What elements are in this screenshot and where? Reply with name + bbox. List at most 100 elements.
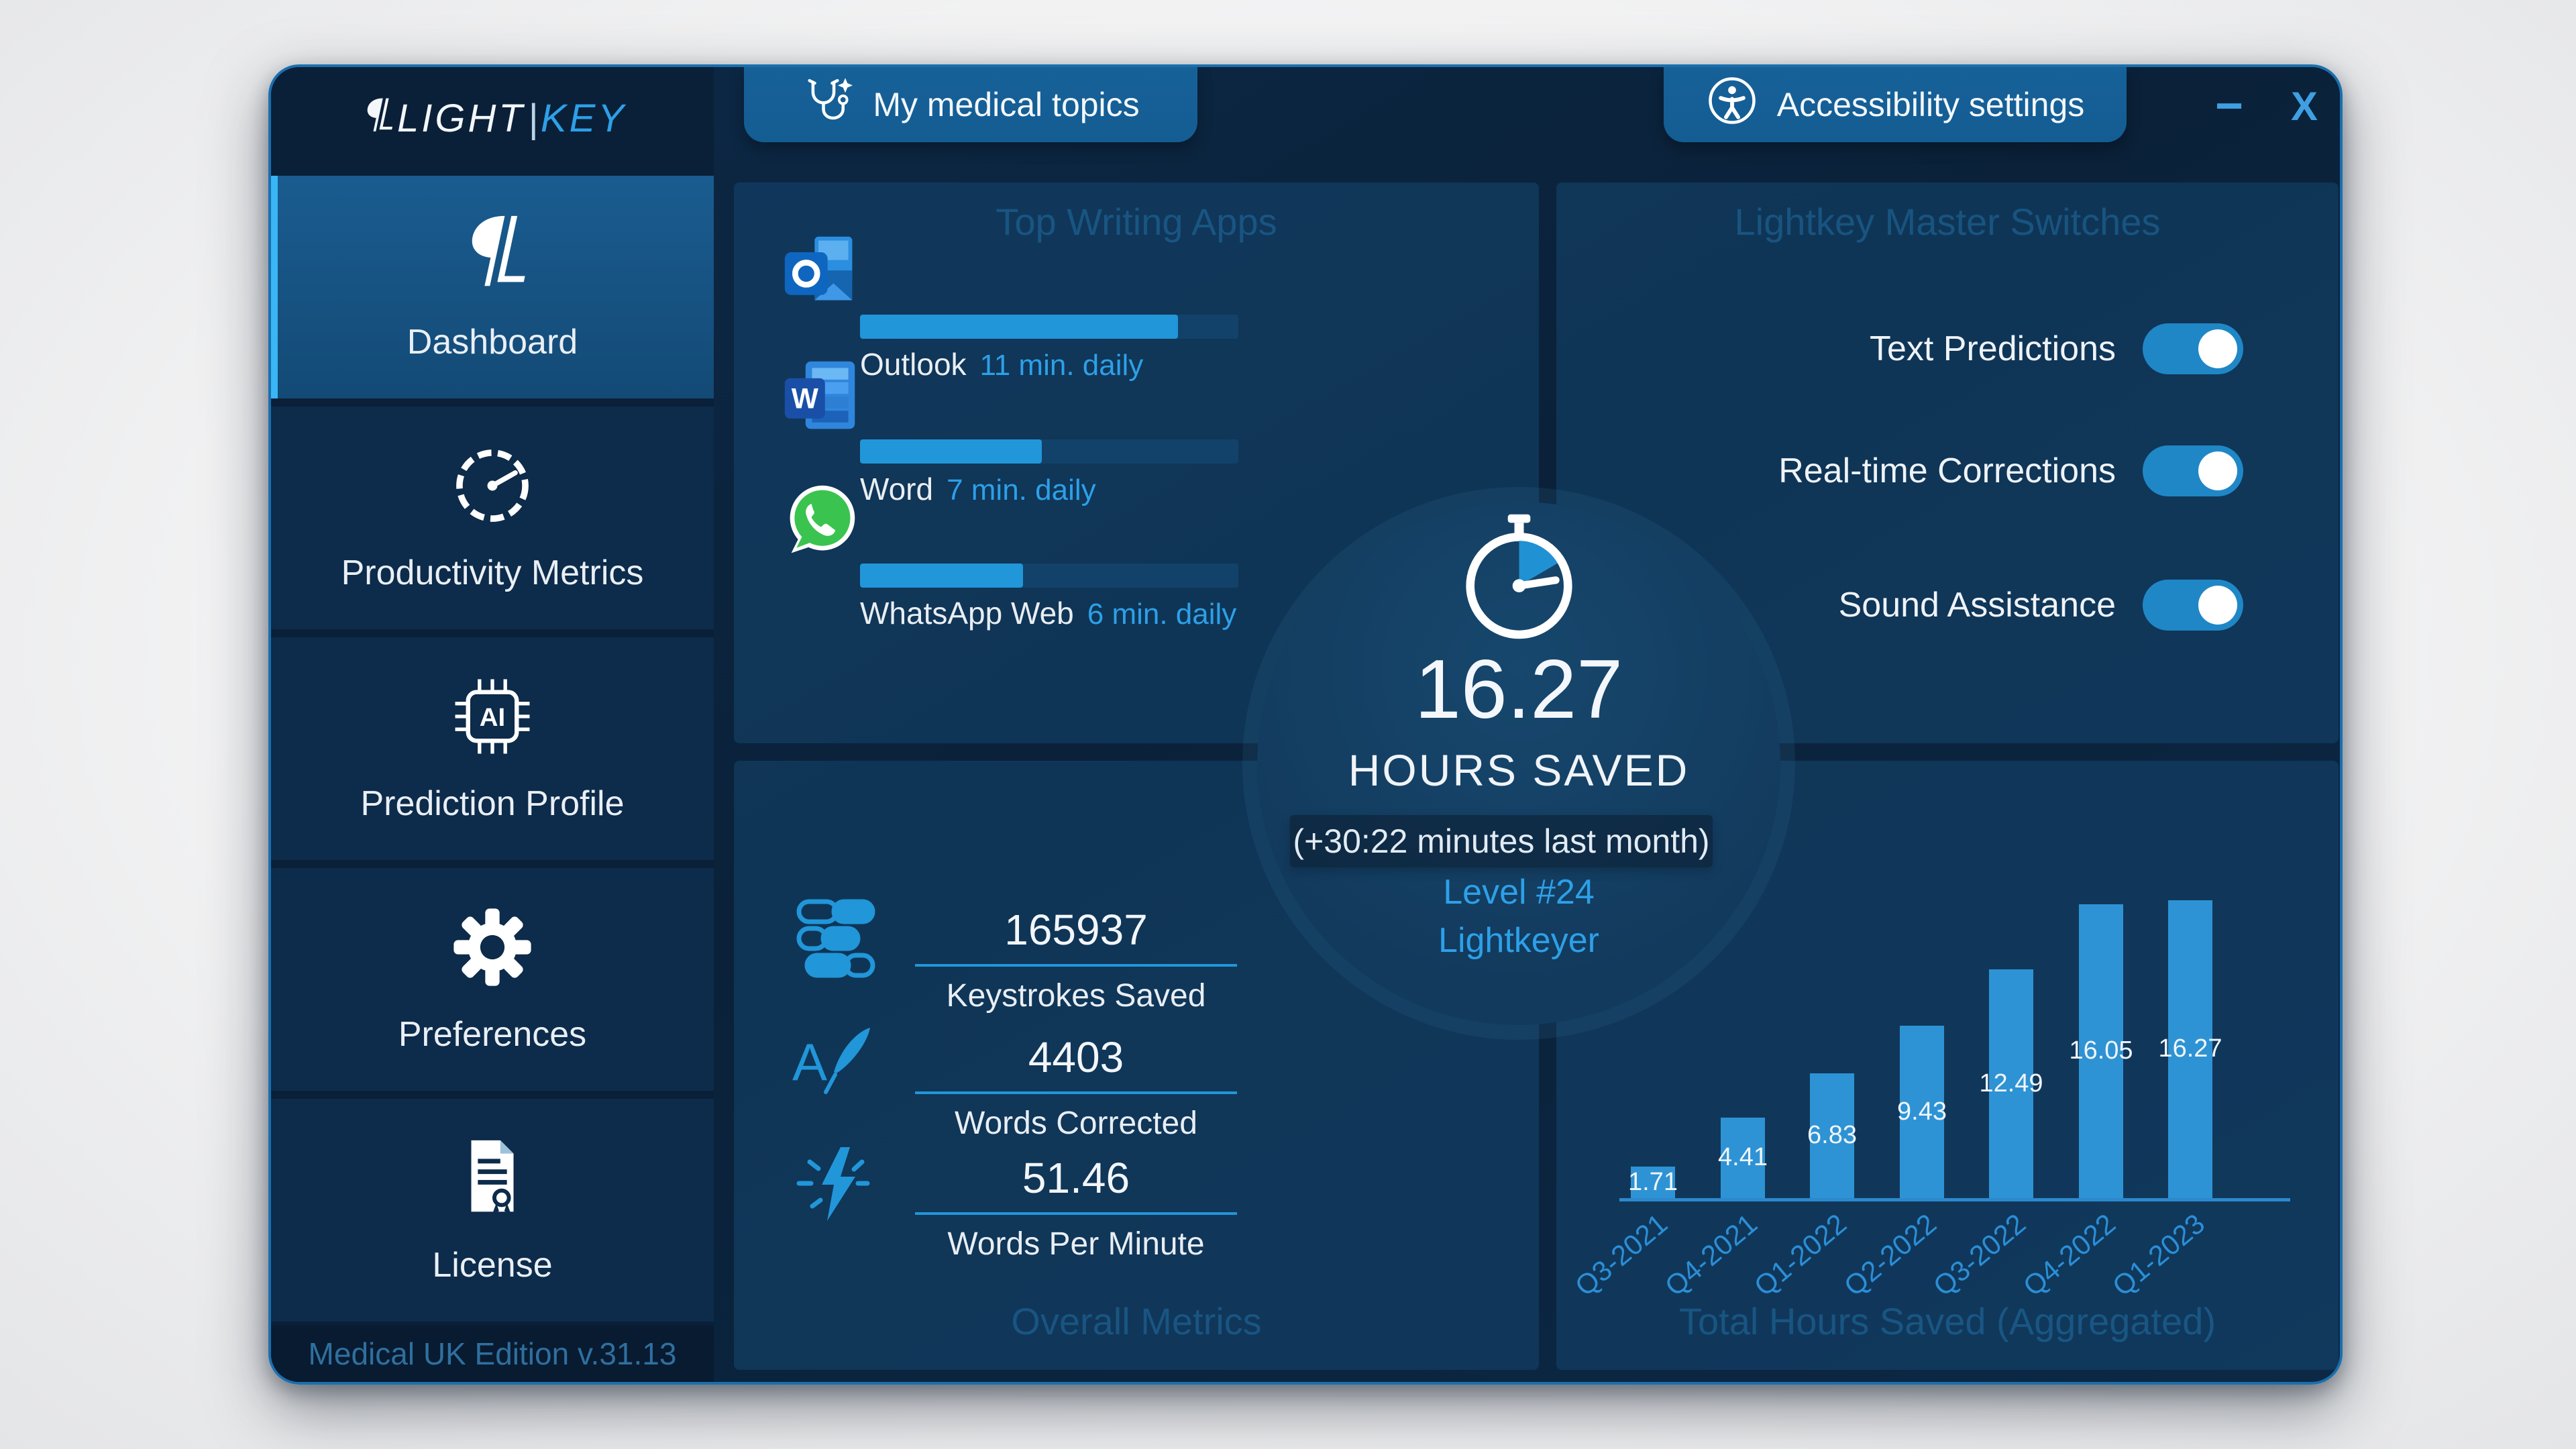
app-usage: 11 min. daily: [979, 349, 1144, 382]
chart-bar: 16.27: [2158, 900, 2222, 1198]
panel-title: Lightkey Master Switches: [1734, 201, 2161, 243]
text-predictions-toggle[interactable]: [2143, 323, 2243, 374]
whatsapp-usage-fill: [860, 564, 1023, 588]
panel-title: Top Writing Apps: [996, 201, 1277, 243]
lightkey-logo-icon: [358, 96, 397, 141]
chart-tick-label: Q4-2022: [2017, 1208, 2122, 1303]
metric-label: Keystrokes Saved: [946, 978, 1206, 1014]
quill-icon: A: [792, 1021, 879, 1108]
edition-version-label: Medical UK Edition v.31.13: [271, 1326, 714, 1382]
bar-value-label: 6.83: [1807, 1121, 1857, 1150]
level-label: Level #24: [1443, 873, 1595, 912]
metric-value: 4403: [915, 1032, 1237, 1094]
minimize-button[interactable]: −: [2214, 79, 2244, 133]
hours-saved-label: HOURS SAVED: [1348, 745, 1690, 795]
panel-title: Overall Metrics: [1011, 1300, 1262, 1342]
metric-label: Words Corrected: [955, 1106, 1197, 1141]
bar-value-label: 4.41: [1718, 1143, 1768, 1172]
chart-bar: 4.41: [1718, 1117, 1768, 1198]
lightkey-pilcrow-icon: [449, 212, 535, 298]
accessibility-settings-label: Accessibility settings: [1776, 86, 2085, 123]
panel-title: Total Hours Saved (Aggregated): [1679, 1300, 2216, 1342]
sidebar-item-license[interactable]: License: [271, 1099, 714, 1322]
outlook-usage-bar: [860, 315, 1238, 339]
app-name: WhatsApp Web: [860, 596, 1074, 631]
chart-bar: 6.83: [1807, 1073, 1857, 1198]
stopwatch-icon: [1257, 513, 1780, 644]
sound-assistance-toggle[interactable]: [2143, 580, 2243, 631]
app-usage: 6 min. daily: [1087, 598, 1237, 631]
sidebar-item-label: Prediction Profile: [360, 784, 625, 823]
sidebar-item-preferences[interactable]: Preferences: [271, 868, 714, 1091]
lightning-icon: [792, 1142, 879, 1229]
text-predictions-label: Text Predictions: [1869, 329, 2116, 368]
sidebar-item-prediction-profile[interactable]: AI Prediction Profile: [271, 637, 714, 860]
rank-label: Lightkeyer: [1438, 921, 1599, 960]
chart-tick-label: Q4-2021: [1658, 1208, 1764, 1303]
chart-tick-label: Q3-2022: [1927, 1208, 2032, 1303]
sidebar-item-productivity-metrics[interactable]: Productivity Metrics: [271, 407, 714, 629]
word-row-label: Word 7 min. daily: [860, 471, 1096, 507]
whatsapp-usage-bar: [860, 564, 1238, 588]
app-usage: 7 min. daily: [947, 474, 1096, 506]
close-button[interactable]: X: [2290, 83, 2318, 129]
bar-value-label: 16.27: [2158, 1034, 2222, 1063]
gear-icon: [449, 904, 535, 990]
certificate-icon: [449, 1135, 535, 1221]
keystrokes-icon: [792, 894, 879, 981]
sidebar-item-label: Preferences: [398, 1015, 587, 1054]
chart-bar: 16.05: [2069, 904, 2133, 1198]
real-time-corrections-toggle[interactable]: [2143, 445, 2243, 496]
real-time-corrections-label: Real-time Corrections: [1778, 451, 2116, 490]
words-corrected-metric: 4403 Words Corrected: [915, 1032, 1237, 1142]
chart-tick-label: Q1-2022: [1748, 1208, 1853, 1303]
stethoscope-icon: [802, 74, 854, 135]
outlook-usage-fill: [860, 315, 1178, 339]
sidebar-item-label: Dashboard: [407, 323, 578, 362]
word-usage-fill: [860, 439, 1042, 464]
monthly-delta-badge: (+30:22 minutes last month): [1290, 815, 1713, 867]
metric-label: Words Per Minute: [947, 1226, 1205, 1262]
chart-x-axis: [1619, 1198, 2290, 1201]
toggle-knob: [2198, 451, 2237, 490]
sidebar: LIGHT | KEY Dashboard Productivi: [271, 67, 714, 1382]
bar-value-label: 9.43: [1897, 1097, 1947, 1126]
logo-text-light: LIGHT: [397, 96, 525, 140]
svg-text:A: A: [792, 1032, 827, 1091]
outlook-icon: [782, 233, 860, 311]
toggle-knob: [2198, 586, 2237, 625]
bar-value-label: 12.49: [1979, 1069, 2043, 1098]
words-per-minute-metric: 51.46 Words Per Minute: [915, 1153, 1237, 1263]
speedometer-icon: [449, 443, 535, 529]
logo-divider: |: [527, 96, 538, 140]
app-name: Word: [860, 472, 934, 506]
metric-value: 165937: [915, 905, 1237, 967]
chart-tick-label: Q1-2023: [2106, 1208, 2211, 1303]
bar-value-label: 16.05: [2069, 1036, 2133, 1065]
svg-text:AI: AI: [480, 703, 505, 732]
chart-tick-label: Q3-2021: [1568, 1208, 1674, 1303]
svg-text:W: W: [792, 382, 819, 415]
hours-saved-value: 16.27: [1414, 643, 1623, 736]
word-icon: W: [782, 358, 860, 435]
word-usage-bar: [860, 439, 1238, 464]
ai-chip-icon: AI: [449, 674, 535, 759]
accessibility-settings-button[interactable]: Accessibility settings: [1664, 67, 2127, 142]
app-logo: LIGHT | KEY: [271, 67, 714, 169]
whatsapp-row-label: WhatsApp Web 6 min. daily: [860, 595, 1236, 631]
my-medical-topics-label: My medical topics: [873, 86, 1140, 123]
chart-bar: 12.49: [1979, 969, 2043, 1198]
accessibility-icon: [1706, 74, 1758, 135]
sidebar-item-dashboard[interactable]: Dashboard: [271, 176, 714, 398]
logo-text-key: KEY: [540, 96, 627, 140]
chart-bar: 9.43: [1897, 1025, 1947, 1198]
keystrokes-saved-metric: 165937 Keystrokes Saved: [915, 905, 1237, 1014]
lightkey-window: LIGHT | KEY Dashboard Productivi: [268, 64, 2343, 1385]
my-medical-topics-button[interactable]: My medical topics: [744, 67, 1197, 142]
sidebar-item-label: Productivity Metrics: [341, 553, 644, 592]
sound-assistance-label: Sound Assistance: [1838, 586, 2116, 625]
outlook-row-label: Outlook 11 min. daily: [860, 346, 1143, 382]
app-name: Outlook: [860, 347, 967, 382]
chart-bar: 1.71: [1628, 1167, 1678, 1198]
